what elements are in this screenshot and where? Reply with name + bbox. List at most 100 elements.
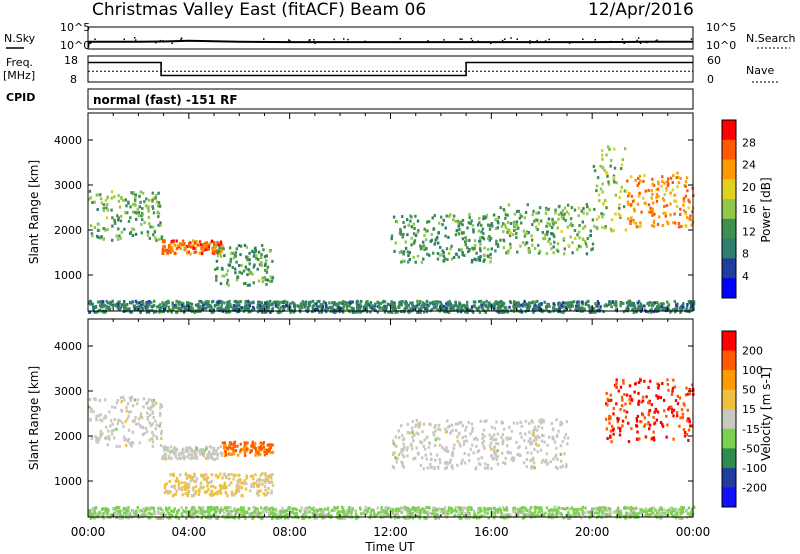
range-gate-cell	[438, 458, 441, 461]
range-gate-cell	[175, 514, 178, 517]
range-gate-cell	[495, 437, 498, 441]
range-gate-cell	[159, 512, 162, 516]
range-gate-cell	[227, 310, 230, 314]
range-gate-cell	[542, 419, 545, 423]
range-gate-cell	[562, 301, 565, 305]
range-gate-cell	[260, 253, 263, 257]
range-gate-cell	[481, 436, 484, 440]
range-gate-cell	[455, 509, 458, 513]
range-gate-cell	[129, 301, 132, 305]
range-gate-cell	[388, 303, 392, 307]
range-gate-cell	[621, 419, 625, 423]
range-gate-cell	[691, 210, 694, 214]
noise-spike-point	[490, 42, 492, 44]
range-gate-cell	[628, 192, 631, 196]
range-gate-cell	[552, 245, 555, 249]
range-gate-cell	[184, 488, 187, 491]
range-gate-cell	[652, 438, 656, 442]
range-gate-cell	[151, 431, 154, 434]
noise-spike-point	[594, 39, 596, 41]
range-gate-cell	[253, 446, 256, 450]
range-gate-cell	[521, 508, 525, 512]
range-gate-cell	[430, 232, 433, 236]
range-gate-cell	[124, 198, 127, 202]
range-gate-cell	[438, 221, 441, 225]
range-gate-cell	[691, 424, 694, 428]
range-gate-cell	[630, 194, 634, 198]
range-gate-cell	[410, 225, 414, 229]
range-gate-cell	[132, 404, 135, 408]
range-gate-cell	[515, 512, 518, 516]
range-gate-cell	[151, 422, 154, 426]
noise-spike-point	[289, 40, 291, 42]
range-gate-cell	[159, 413, 162, 417]
range-gate-cell	[594, 302, 597, 306]
range-gate-cell	[155, 310, 158, 314]
range-gate-cell	[299, 307, 302, 311]
range-gate-cell	[534, 225, 538, 229]
range-gate-cell	[657, 180, 660, 184]
range-gate-cell	[494, 249, 497, 253]
range-gate-cell	[600, 513, 604, 517]
range-gate-cell	[623, 409, 626, 413]
range-gate-cell	[190, 302, 194, 306]
range-gate-cell	[546, 230, 549, 234]
range-gate-cell	[512, 456, 516, 460]
range-gate-cell	[601, 510, 605, 514]
range-gate-cell	[530, 419, 533, 423]
range-gate-cell	[446, 300, 450, 304]
range-gate-cell	[665, 514, 669, 518]
range-gate-cell	[267, 487, 270, 490]
range-gate-cell	[407, 507, 410, 511]
range-gate-cell	[234, 267, 237, 271]
range-gate-cell	[520, 221, 523, 225]
range-gate-cell	[417, 452, 420, 456]
range-gate-cell	[250, 474, 253, 478]
range-gate-cell	[110, 432, 114, 436]
range-gate-cell	[95, 439, 98, 443]
range-gate-cell	[677, 509, 680, 513]
range-gate-cell	[243, 478, 246, 482]
range-gate-cell	[157, 215, 160, 219]
range-gate-cell	[177, 452, 181, 456]
range-gate-cell	[438, 507, 441, 511]
range-gate-cell	[164, 305, 167, 309]
range-gate-cell	[165, 482, 168, 486]
range-gate-cell	[601, 215, 604, 219]
range-gate-cell	[391, 439, 395, 443]
range-gate-cell	[556, 226, 559, 230]
range-gate-cell	[489, 507, 492, 511]
range-gate-cell	[402, 442, 405, 446]
range-gate-cell	[422, 422, 426, 426]
range-gate-cell	[457, 255, 460, 259]
range-gate-cell	[411, 303, 414, 307]
range-gate-cell	[539, 219, 543, 223]
range-gate-cell	[145, 506, 148, 510]
range-gate-cell	[492, 516, 496, 520]
range-gate-cell	[447, 235, 450, 239]
range-gate-cell	[126, 402, 130, 406]
range-gate-cell	[609, 514, 612, 518]
range-gate-cell	[115, 444, 118, 448]
range-gate-cell	[163, 240, 166, 244]
range-gate-cell	[147, 205, 150, 209]
range-gate-cell	[192, 486, 195, 490]
range-gate-cell	[655, 188, 658, 192]
range-gate-cell	[501, 506, 505, 510]
range-gate-cell	[574, 237, 577, 240]
range-gate-cell	[249, 489, 252, 493]
range-gate-cell	[649, 310, 653, 314]
range-gate-cell	[231, 306, 234, 310]
range-gate-cell	[262, 307, 266, 311]
range-gate-cell	[95, 418, 98, 422]
range-gate-cell	[444, 226, 447, 230]
nsearch-tick-low: 10^0	[706, 39, 736, 52]
range-gate-cell	[136, 306, 139, 310]
range-gate-cell	[523, 234, 527, 238]
range-gate-cell	[164, 248, 167, 252]
range-gate-cell	[661, 224, 664, 227]
range-gate-cell	[251, 474, 254, 478]
range-gate-cell	[682, 305, 685, 309]
range-gate-cell	[238, 300, 241, 304]
y-tick-label: 1000	[54, 269, 82, 282]
